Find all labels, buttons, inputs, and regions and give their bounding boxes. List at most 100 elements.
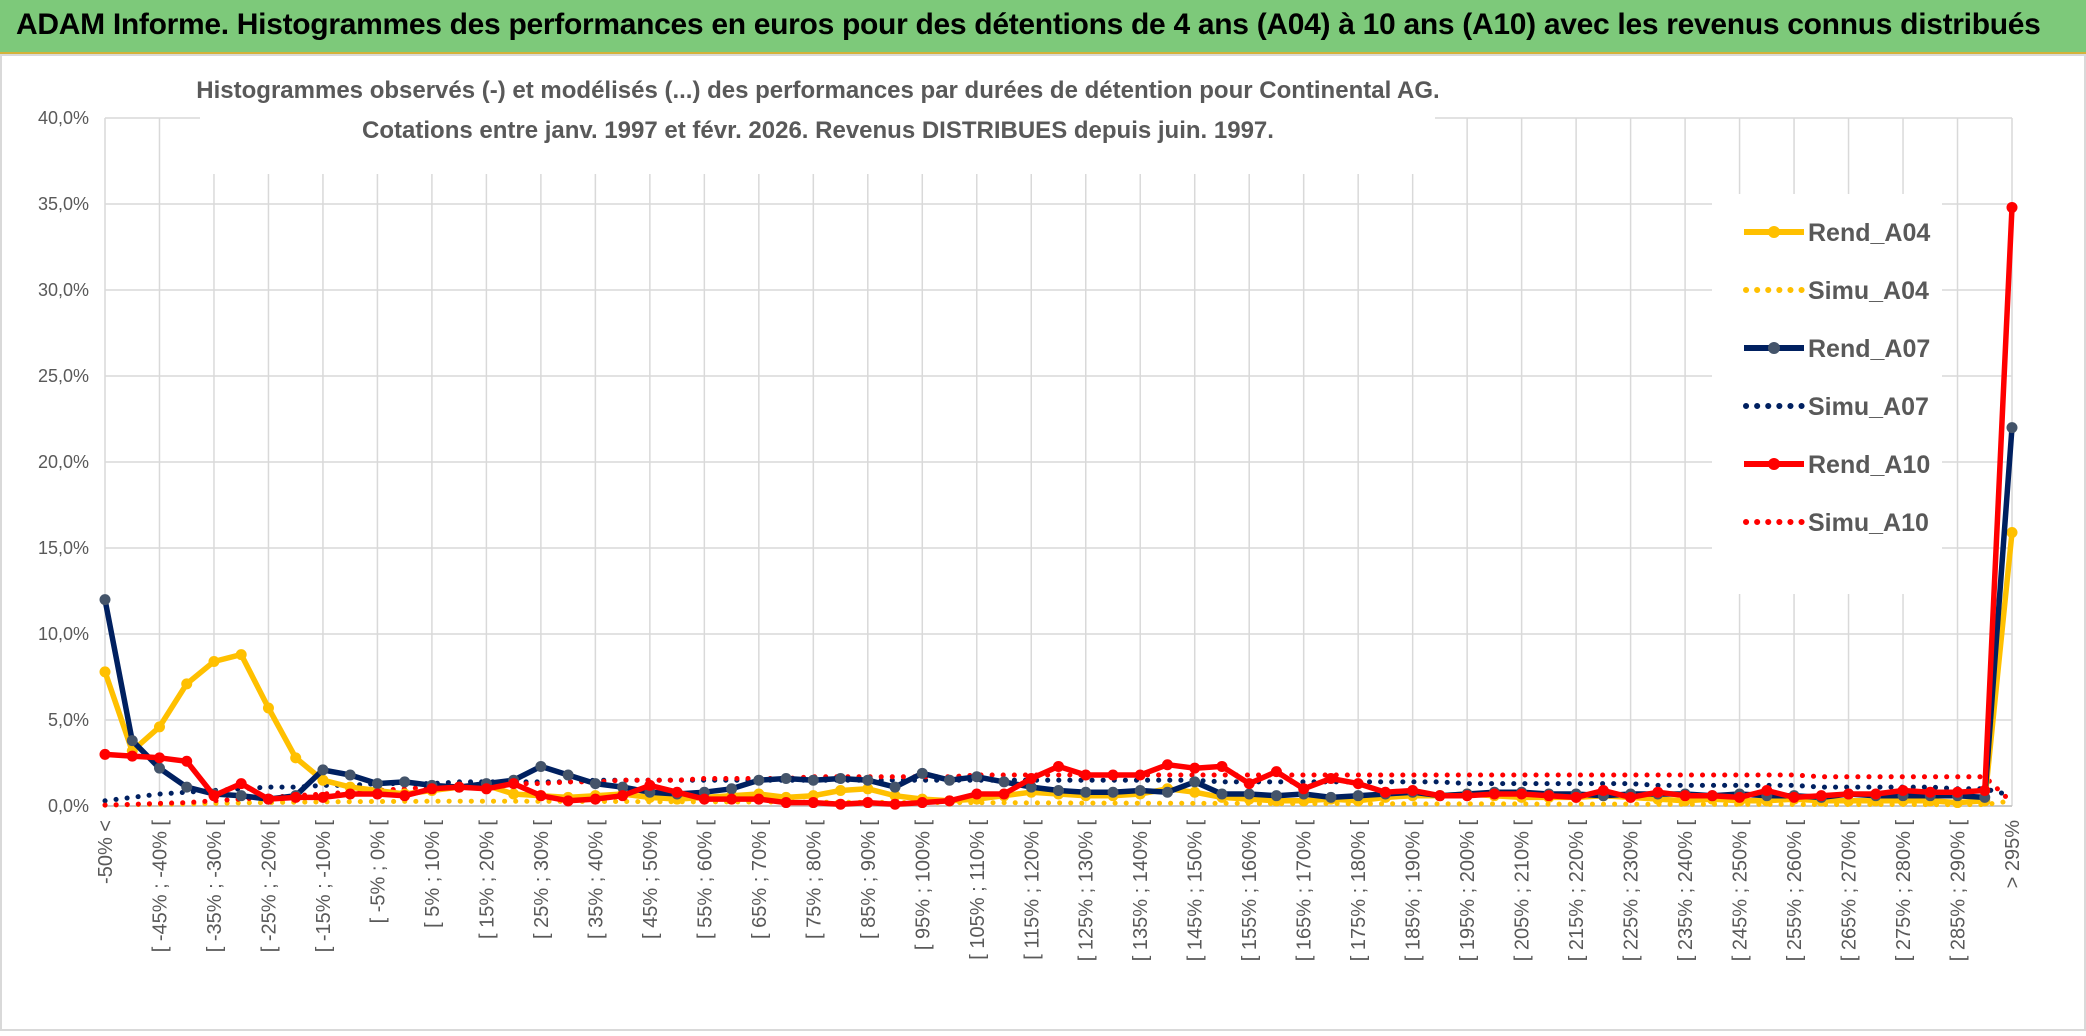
data-point-Rend_A04: [235, 649, 247, 661]
data-point-Rend_A04: [208, 656, 220, 668]
y-tick-label: 15,0%: [38, 538, 89, 558]
data-point-Rend_A10: [317, 791, 329, 803]
x-tick-label: [ 105% ; 110% [: [967, 820, 989, 960]
data-point-Rend_A10: [1979, 785, 1991, 797]
data-point-Rend_A10: [99, 748, 111, 760]
data-point-Rend_A07: [807, 774, 819, 786]
data-point-Rend_A10: [1597, 785, 1609, 797]
banner-title: ADAM Informe. Histogrammes des performan…: [16, 8, 2041, 41]
data-point-Rend_A07: [1352, 790, 1364, 802]
x-tick-label: [ -15% ; -10% [: [313, 820, 335, 953]
data-point-Rend_A04: [508, 788, 520, 800]
x-tick-label: [ 235% ; 240% [: [1675, 820, 1697, 962]
legend-item-Rend_A07: Rend_A07: [1744, 335, 1930, 363]
data-point-Rend_A04: [290, 752, 302, 764]
data-point-Rend_A10: [508, 778, 520, 790]
data-point-Rend_A07: [126, 735, 138, 747]
data-point-Rend_A07: [181, 781, 193, 793]
legend-label: Simu_A07: [1808, 393, 1929, 421]
data-point-Rend_A10: [1107, 769, 1119, 781]
y-tick-label: 35,0%: [38, 194, 89, 214]
data-point-Rend_A10: [453, 781, 465, 793]
data-point-Rend_A10: [1216, 760, 1228, 772]
data-point-Rend_A10: [1761, 785, 1773, 797]
legend-marker: [1768, 458, 1780, 470]
legend-label: Rend_A10: [1808, 451, 1930, 479]
x-tick-label: [ 5% ; 10% [: [422, 820, 444, 928]
y-tick-label: 5,0%: [48, 710, 89, 730]
legend-item-Rend_A04: Rend_A04: [1744, 219, 1930, 247]
data-point-Rend_A10: [1025, 772, 1037, 784]
data-point-Rend_A10: [971, 788, 983, 800]
x-tick-label: [ 225% ; 230% [: [1621, 820, 1643, 962]
data-point-Rend_A10: [344, 788, 356, 800]
data-point-Rend_A07: [1080, 786, 1092, 798]
data-point-Rend_A04: [1189, 786, 1201, 798]
series-layer: [99, 201, 2018, 810]
data-point-Rend_A10: [1870, 788, 1882, 800]
data-point-Rend_A10: [399, 790, 411, 802]
series-Simu_A10: [102, 772, 2015, 808]
data-point-Rend_A10: [1407, 785, 1419, 797]
data-point-Rend_A07: [371, 778, 383, 790]
data-point-Rend_A10: [1543, 790, 1555, 802]
data-point-Rend_A07: [535, 760, 547, 772]
data-point-Rend_A10: [753, 793, 765, 805]
data-point-Rend_A10: [371, 788, 383, 800]
histogram-chart: 0,0% 5,0% 10,0% 15,0% 20,0% 25,0% 30,0% 35,0% 40…: [0, 54, 2086, 1031]
data-point-Rend_A10: [1952, 786, 1964, 798]
y-tick-label: 30,0%: [38, 280, 89, 300]
data-point-Rend_A04: [835, 785, 847, 797]
series-line-Simu_A07: [102, 777, 2015, 804]
data-point-Rend_A10: [1570, 791, 1582, 803]
x-tick-label: [ 215% ; 220% [: [1566, 820, 1588, 962]
x-tick-label: [ 85% ; 90% [: [858, 820, 880, 939]
data-point-Rend_A10: [480, 783, 492, 795]
x-tick-label: [ -35% ; -30% [: [204, 820, 226, 953]
data-point-Rend_A07: [726, 783, 738, 795]
data-point-Rend_A10: [1243, 778, 1255, 790]
data-point-Rend_A10: [1924, 786, 1936, 798]
data-point-Rend_A10: [208, 790, 220, 802]
series-line-Simu_A10: [102, 772, 2015, 808]
data-point-Rend_A07: [1216, 788, 1228, 800]
x-tick-label: [ 75% ; 80% [: [803, 820, 825, 939]
x-tick-label: [ 55% ; 60% [: [694, 820, 716, 939]
data-point-Rend_A10: [807, 797, 819, 809]
data-point-Rend_A10: [562, 795, 574, 807]
report-banner: ADAM Informe. Histogrammes des performan…: [0, 0, 2086, 54]
y-axis: 0,0% 5,0% 10,0% 15,0% 20,0% 25,0% 30,0% 35,0% 40…: [38, 108, 89, 816]
data-point-Rend_A10: [944, 795, 956, 807]
data-point-Rend_A07: [1161, 786, 1173, 798]
x-tick-label: [ 265% ; 270% [: [1839, 820, 1861, 962]
legend-item-Simu_A04: Simu_A04: [1743, 277, 1929, 305]
legend-label: Simu_A04: [1808, 277, 1929, 305]
data-point-Rend_A10: [617, 790, 629, 802]
data-point-Rend_A10: [1652, 786, 1664, 798]
data-point-Rend_A10: [426, 783, 438, 795]
legend-label: Rend_A07: [1808, 335, 1930, 363]
chart-legend: Rend_A04 Simu_A04 Rend_A07 Simu_A07 Rend_A10…: [1712, 194, 1942, 594]
data-point-Rend_A10: [1298, 783, 1310, 795]
data-point-Rend_A07: [780, 772, 792, 784]
data-point-Rend_A07: [399, 776, 411, 788]
legend-backdrop: [1712, 194, 1942, 594]
y-tick-label: 25,0%: [38, 366, 89, 386]
data-point-Rend_A07: [1243, 788, 1255, 800]
x-tick-label: -50% <: [95, 820, 117, 884]
data-point-Rend_A07: [1053, 785, 1064, 797]
data-point-Rend_A10: [1679, 790, 1691, 802]
data-point-Rend_A10: [835, 798, 847, 810]
series-line-Simu_A04: [102, 798, 2015, 808]
data-point-Rend_A10: [589, 793, 601, 805]
data-point-Rend_A07: [1134, 785, 1146, 797]
data-point-Rend_A07: [753, 774, 765, 786]
x-tick-label: [ 135% ; 140% [: [1130, 820, 1152, 962]
data-point-Rend_A10: [1434, 790, 1446, 802]
data-point-Rend_A10: [235, 778, 247, 790]
data-point-Rend_A10: [889, 798, 901, 810]
data-point-Rend_A07: [153, 762, 165, 774]
data-point-Rend_A10: [262, 793, 274, 805]
data-point-Rend_A04: [153, 721, 165, 733]
